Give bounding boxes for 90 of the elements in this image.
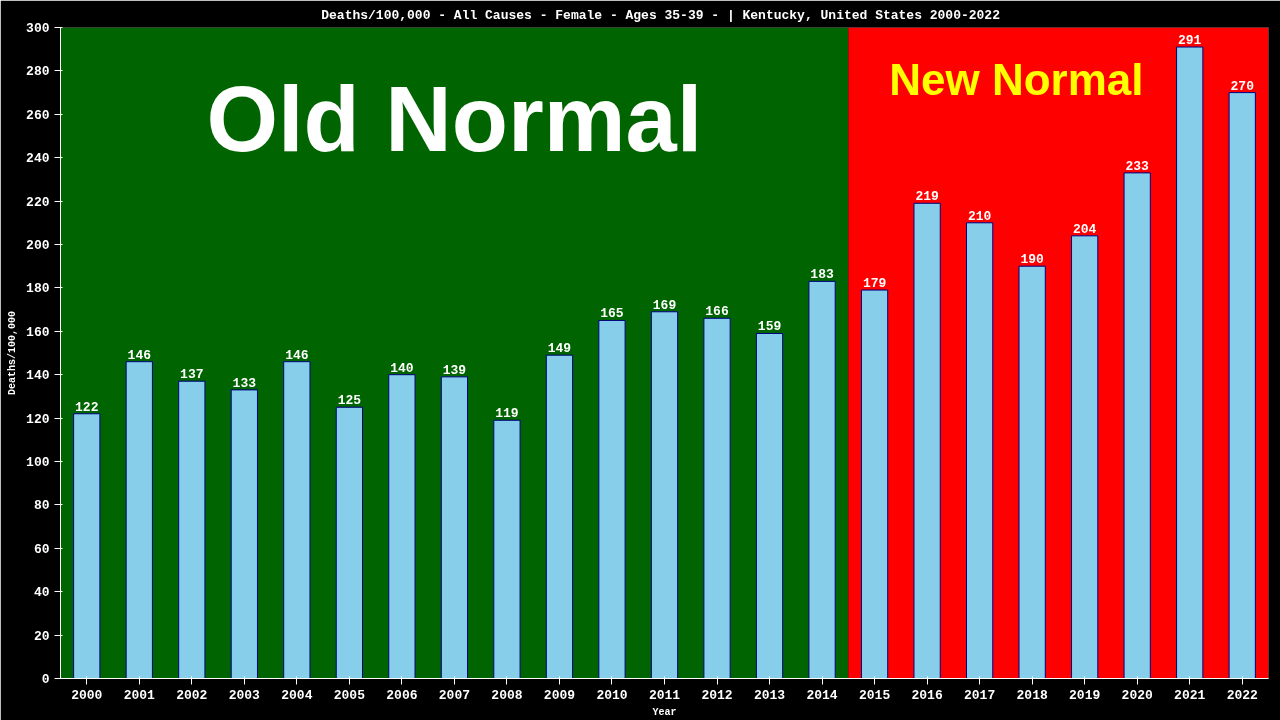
y-tick-label: 140: [26, 368, 50, 384]
bar: [73, 413, 101, 679]
x-axis-title: Year: [652, 706, 677, 718]
bar: [493, 419, 521, 679]
data-label: 122: [75, 399, 99, 415]
x-tick-label: 2016: [911, 687, 943, 703]
data-label: 146: [127, 347, 152, 363]
data-label: 169: [652, 297, 677, 313]
bar: [1123, 172, 1151, 679]
bar: [966, 222, 994, 679]
bar: [230, 389, 258, 679]
x-tick-label: 2000: [71, 687, 103, 703]
x-tick-label: 2013: [753, 687, 786, 703]
data-label: 179: [862, 276, 887, 292]
x-tick-label: 2003: [228, 687, 261, 703]
y-tick-label: 300: [26, 21, 50, 36]
x-tick-label: 2015: [858, 687, 891, 703]
y-tick-label: 220: [26, 194, 50, 210]
x-tick-label: 2009: [543, 687, 576, 703]
y-tick-label: 100: [26, 455, 50, 470]
x-tick-label: 2007: [438, 687, 471, 703]
bar: [913, 202, 941, 679]
bar: [125, 361, 153, 679]
data-label: 159: [757, 319, 782, 335]
bar: [1228, 92, 1256, 679]
y-tick-label: 240: [26, 151, 50, 167]
y-tick-label: 80: [33, 498, 50, 514]
y-tick-label: 160: [26, 324, 50, 340]
y-tick-label: 60: [33, 541, 50, 557]
y-tick-label: 20: [33, 628, 50, 644]
data-label: 183: [810, 267, 834, 283]
x-tick-label: 2011: [648, 687, 681, 703]
data-label: 166: [705, 304, 729, 320]
bar: [283, 361, 311, 679]
x-tick-label: 2012: [701, 687, 733, 703]
bar: [1018, 265, 1046, 679]
x-tick-label: 2019: [1069, 687, 1101, 703]
x-tick-label: 2010: [596, 687, 628, 703]
data-label: 233: [1125, 158, 1150, 174]
data-label: 140: [390, 360, 414, 376]
y-tick-label: 0: [41, 672, 50, 687]
bar: [598, 319, 626, 679]
bar: [335, 406, 363, 679]
data-label: 210: [967, 208, 992, 224]
x-tick-label: 2018: [1016, 687, 1048, 703]
x-tick-label: 2014: [806, 687, 838, 703]
data-label: 291: [1178, 33, 1202, 49]
y-tick-label: 260: [26, 107, 50, 123]
bar: [860, 289, 889, 679]
bar: [545, 354, 574, 679]
bar: [808, 280, 836, 679]
y-tick-label: 40: [33, 585, 50, 601]
x-tick-label: 2017: [964, 687, 996, 703]
bar: [1176, 46, 1204, 679]
y-tick-label: 200: [26, 238, 50, 253]
band-label: Old Normal: [206, 67, 703, 170]
y-tick-label: 120: [26, 411, 50, 427]
data-label: 190: [1020, 252, 1045, 268]
data-label: 146: [285, 347, 309, 363]
band-label: New Normal: [889, 55, 1144, 105]
y-axis-title: Deaths/100,000: [7, 310, 19, 396]
data-label: 119: [495, 406, 519, 422]
data-label: 133: [232, 375, 257, 391]
data-label: 204: [1072, 221, 1097, 237]
bar: [755, 332, 784, 679]
data-label: 165: [600, 306, 624, 322]
data-label: 137: [180, 367, 204, 383]
x-tick-label: 2021: [1174, 687, 1206, 703]
y-tick-label: 180: [26, 281, 50, 297]
x-tick-label: 2001: [123, 687, 156, 703]
data-label: 139: [442, 362, 467, 378]
x-tick-label: 2022: [1226, 687, 1259, 703]
data-label: 219: [915, 189, 940, 205]
chart-title: Deaths/100,000 - All Causes - Female - Ages 35-39 - | Kentucky, United States 2000-2022: [321, 7, 1001, 23]
bar: [1071, 235, 1099, 679]
x-tick-label: 2004: [281, 687, 313, 703]
x-tick-label: 2008: [491, 687, 523, 703]
bar: [388, 374, 416, 679]
x-tick-label: 2020: [1121, 687, 1153, 703]
data-label: 270: [1230, 78, 1255, 94]
x-tick-label: 2006: [386, 687, 418, 703]
x-tick-label: 2005: [333, 687, 366, 703]
bar: [440, 376, 469, 679]
data-label: 125: [337, 393, 362, 409]
bar: [178, 380, 206, 679]
bar: [703, 317, 731, 679]
data-label: 149: [547, 341, 572, 357]
x-tick-label: 2002: [176, 687, 208, 703]
bar: [650, 311, 679, 679]
y-tick-label: 280: [26, 64, 50, 80]
